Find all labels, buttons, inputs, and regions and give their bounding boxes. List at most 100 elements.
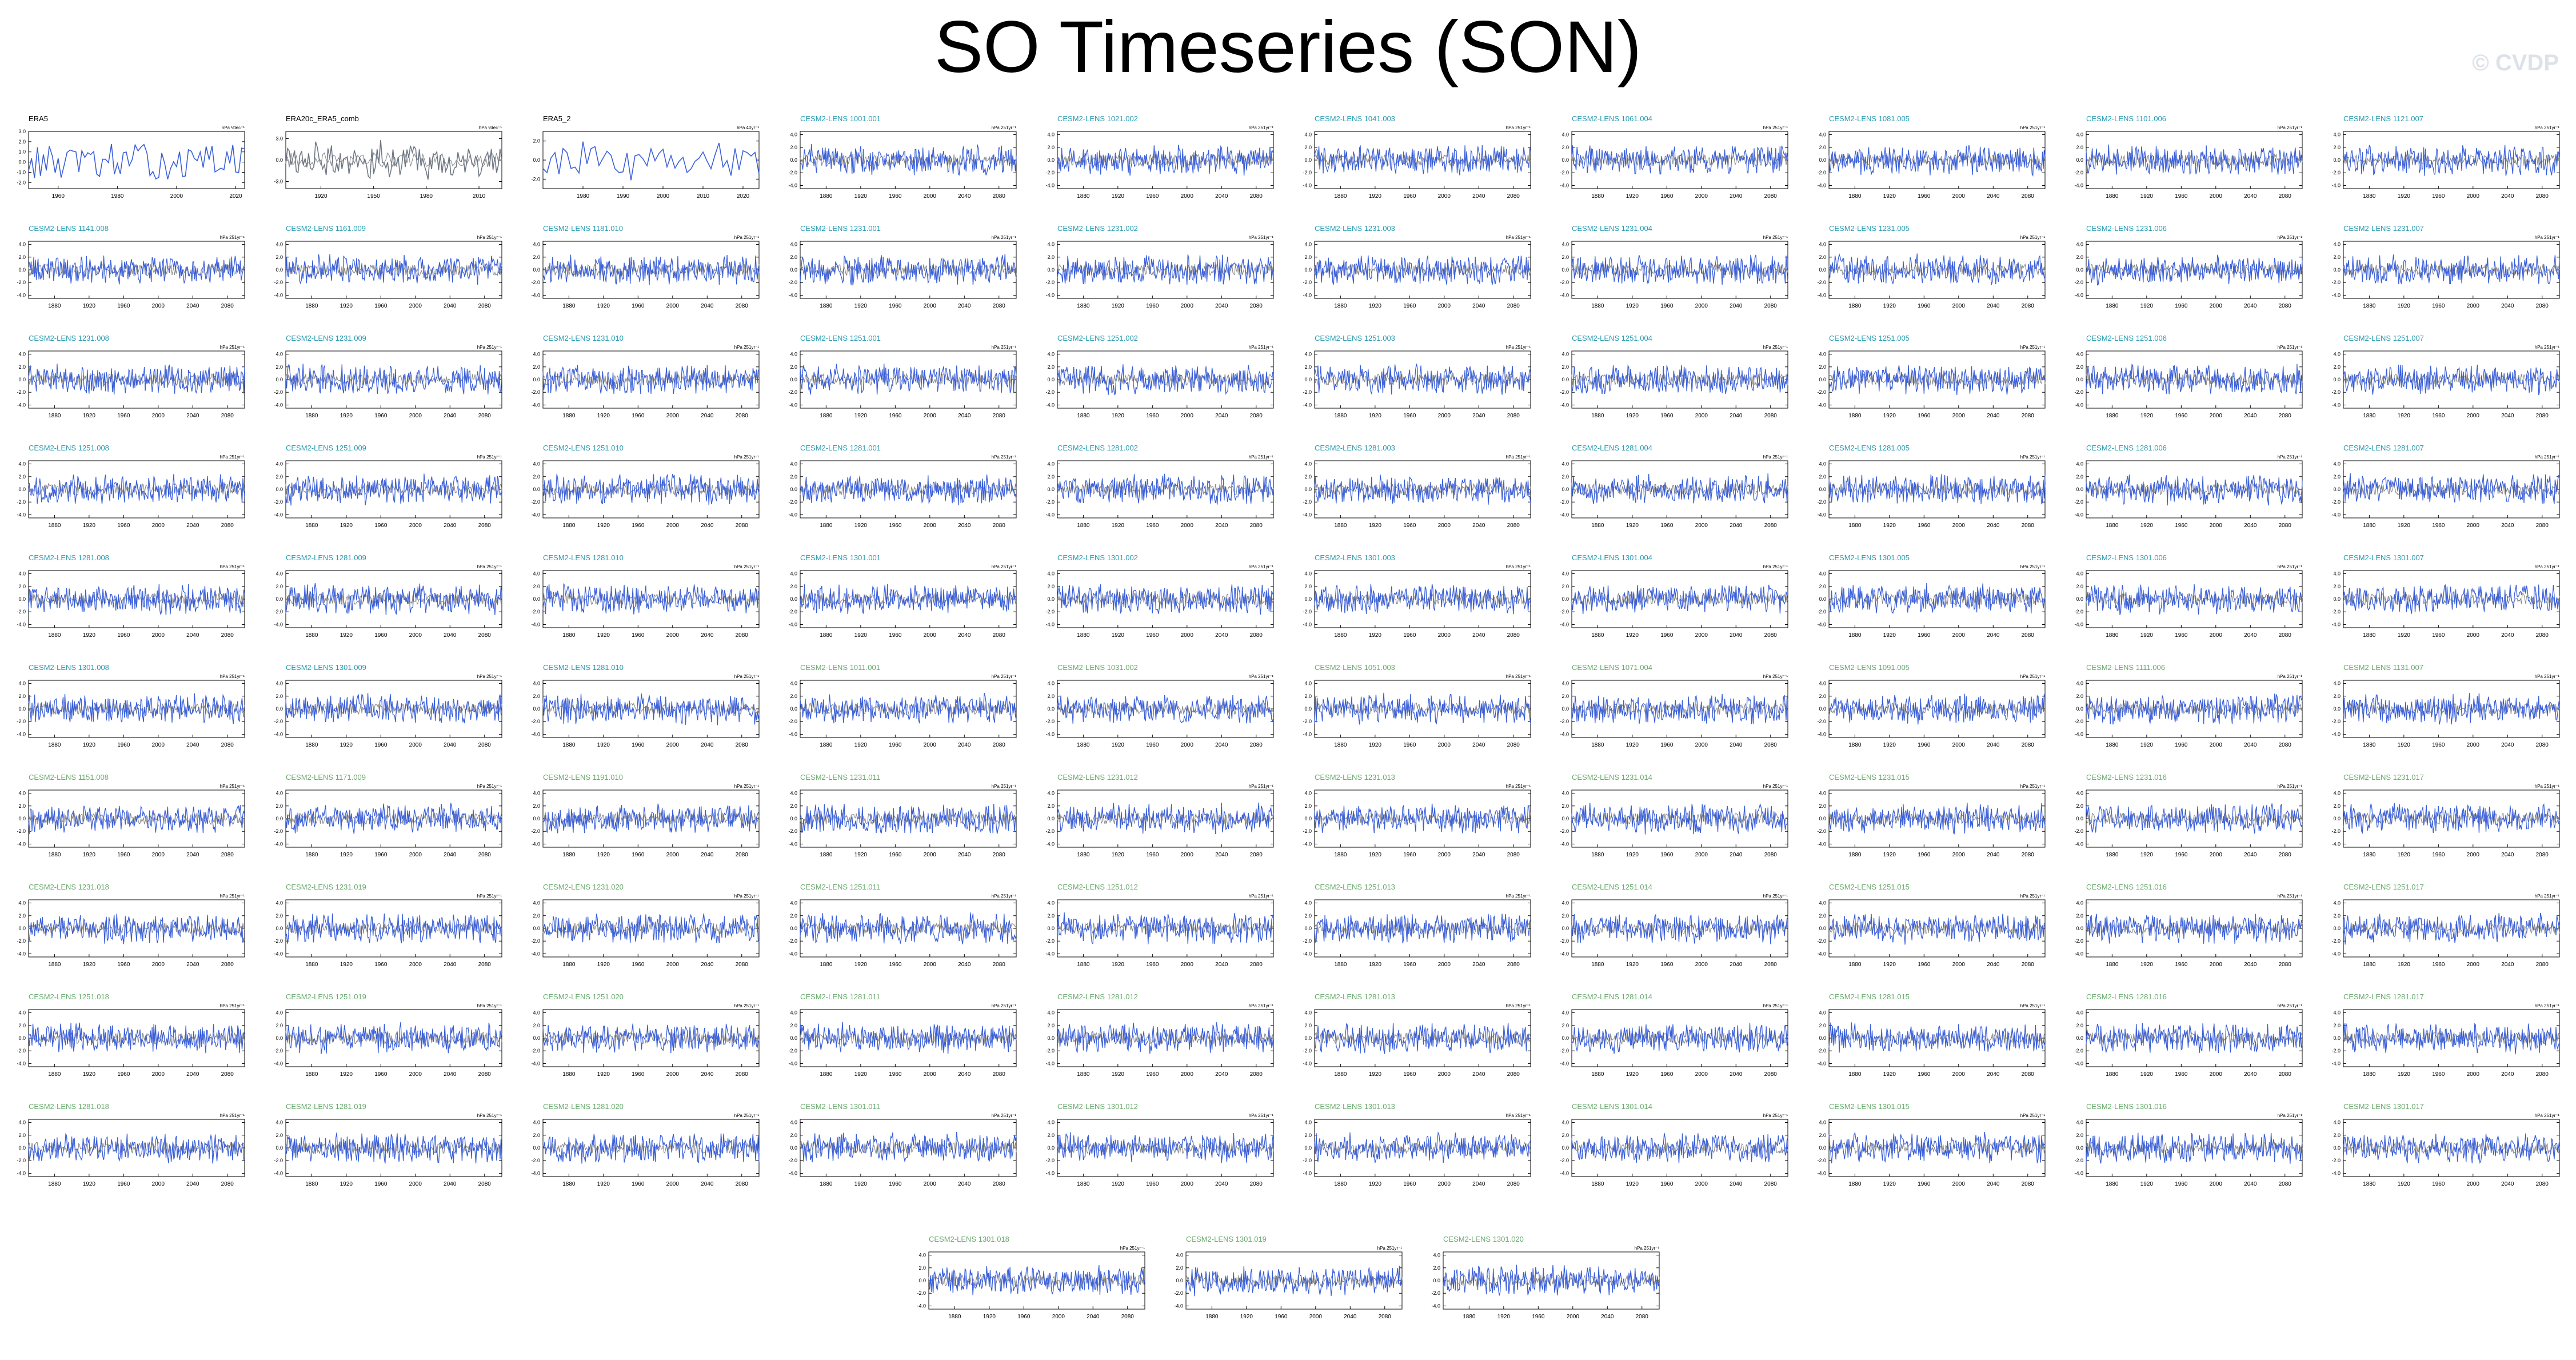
x-tick-label: 2040	[1215, 1181, 1228, 1187]
x-tick-label: 2080	[1764, 413, 1778, 419]
x-tick-label: 1960	[117, 852, 130, 858]
x-tick-label: 2000	[924, 193, 937, 200]
y-tick-label: 2.0	[1561, 364, 1569, 370]
x-tick-label: 1960	[1146, 413, 1159, 419]
panel-title: CESM2-LENS 1031.002	[1057, 663, 1138, 672]
x-tick-label: 1920	[2398, 852, 2411, 858]
y-tick-label: 2.0	[18, 1132, 26, 1138]
y-tick-label: 0.0	[1304, 596, 1312, 602]
x-tick-label: 2080	[993, 1181, 1006, 1187]
y-tick-label: -2.0	[2074, 938, 2083, 944]
ensemble-mean-line	[1314, 702, 1531, 715]
x-tick-label: 2080	[1507, 193, 1520, 200]
panel-title: CESM2-LENS 1251.006	[2086, 334, 2167, 342]
y-tick-label: 2.0	[790, 145, 797, 150]
timeseries-line	[542, 1133, 760, 1164]
panel-units: hPa 251yr⁻¹	[2278, 454, 2303, 460]
x-tick-label: 2040	[1215, 523, 1228, 529]
y-tick-label: 2.0	[18, 913, 26, 919]
x-tick-label: 1960	[2432, 303, 2445, 309]
panel-units: hPa 251yr⁻¹	[2535, 564, 2560, 569]
y-tick-label: 4.0	[2333, 1120, 2341, 1126]
x-tick-label: 2040	[1730, 962, 1743, 968]
x-tick-label: 1960	[1918, 1181, 1931, 1187]
timeseries-line	[1057, 254, 1274, 285]
y-tick-label: -4.0	[274, 841, 283, 847]
panel-units: hPa 251yr⁻¹	[1763, 674, 1788, 679]
panel-title: CESM2-LENS 1301.002	[1057, 553, 1138, 562]
x-tick-label: 1960	[1660, 852, 1674, 858]
x-tick-label: 2080	[478, 962, 492, 968]
y-tick-label: 0.0	[1561, 1035, 1569, 1041]
y-tick-label: -4.0	[2074, 402, 2083, 408]
panel-units: hPa 251yr⁻¹	[1763, 1003, 1788, 1008]
x-tick-label: 2080	[2536, 523, 2549, 529]
x-tick-label: 1920	[1112, 303, 1125, 309]
x-tick-label: 2000	[924, 1181, 937, 1187]
y-tick-label: 0.0	[18, 1035, 26, 1041]
timeseries-line	[542, 473, 760, 505]
x-tick-label: 2080	[478, 1181, 492, 1187]
x-tick-label: 2040	[2501, 852, 2514, 858]
y-tick-label: -2.0	[2331, 828, 2341, 834]
x-tick-label: 2000	[152, 303, 165, 309]
x-tick-label: 2000	[657, 193, 670, 200]
x-tick-label: 1920	[1883, 962, 1896, 968]
x-tick-label: 1920	[1240, 1314, 1253, 1320]
ensemble-mean-line	[800, 373, 1017, 386]
x-tick-label: 1880	[2106, 742, 2119, 748]
x-tick-label: 1920	[83, 523, 96, 529]
y-tick-label: 2.0	[1047, 693, 1055, 699]
x-tick-label: 1960	[1146, 193, 1159, 200]
y-tick-label: 4.0	[790, 681, 797, 687]
timeseries-line	[1057, 145, 1274, 176]
x-tick-label: 1920	[2140, 1181, 2154, 1187]
y-tick-label: -2.0	[2331, 938, 2341, 944]
x-tick-label: 1920	[1626, 632, 1639, 639]
x-tick-label: 2040	[1472, 1181, 1485, 1187]
y-tick-label: 2.0	[1819, 364, 1826, 370]
y-tick-label: 0.0	[18, 1145, 26, 1151]
y-tick-label: 0.0	[1047, 1035, 1055, 1041]
x-tick-label: 2000	[409, 523, 422, 529]
x-tick-label: 2000	[409, 1071, 422, 1078]
y-tick-label: 2.0	[1047, 474, 1055, 480]
y-tick-label: -4.0	[17, 841, 26, 847]
y-tick-label: -4.0	[788, 182, 797, 188]
x-tick-label: 1920	[597, 1181, 610, 1187]
panel-title: ERA5	[29, 114, 48, 123]
x-tick-label: 1960	[374, 852, 388, 858]
x-tick-label: 2000	[1952, 303, 1966, 309]
y-tick-label: -2.0	[1045, 719, 1055, 724]
panel-units: hPa 251yr⁻¹	[2278, 674, 2303, 679]
panel-units: hPa 251yr⁻¹	[734, 894, 760, 899]
y-tick-label: 0.0	[1561, 706, 1569, 712]
x-tick-label: 1880	[1848, 1181, 1862, 1187]
x-tick-label: 1880	[1334, 852, 1347, 858]
y-tick-label: -2.0	[17, 499, 26, 505]
panel-title: CESM2-LENS 1041.003	[1315, 114, 1395, 123]
panel-units: hPa 251yr⁻¹	[1763, 564, 1788, 569]
y-tick-label: -2.0	[2331, 170, 2341, 176]
y-tick-label: -4.0	[17, 512, 26, 517]
x-tick-label: 2000	[666, 852, 680, 858]
panel-units: hPa 251yr⁻¹	[1763, 784, 1788, 789]
x-tick-label: 2080	[2022, 413, 2035, 419]
y-tick-label: -2.0	[274, 828, 283, 834]
timeseries-line	[1828, 583, 2046, 614]
x-tick-label: 1920	[2398, 962, 2411, 968]
x-tick-label: 2040	[2244, 962, 2257, 968]
x-tick-label: 2000	[409, 632, 422, 639]
panel-units: hPa 251yr⁻¹	[1249, 235, 1274, 240]
y-tick-label: -2.0	[17, 1048, 26, 1054]
y-tick-label: 0.0	[533, 816, 540, 821]
y-tick-label: 0.0	[18, 926, 26, 931]
x-tick-label: 2010	[697, 193, 710, 200]
